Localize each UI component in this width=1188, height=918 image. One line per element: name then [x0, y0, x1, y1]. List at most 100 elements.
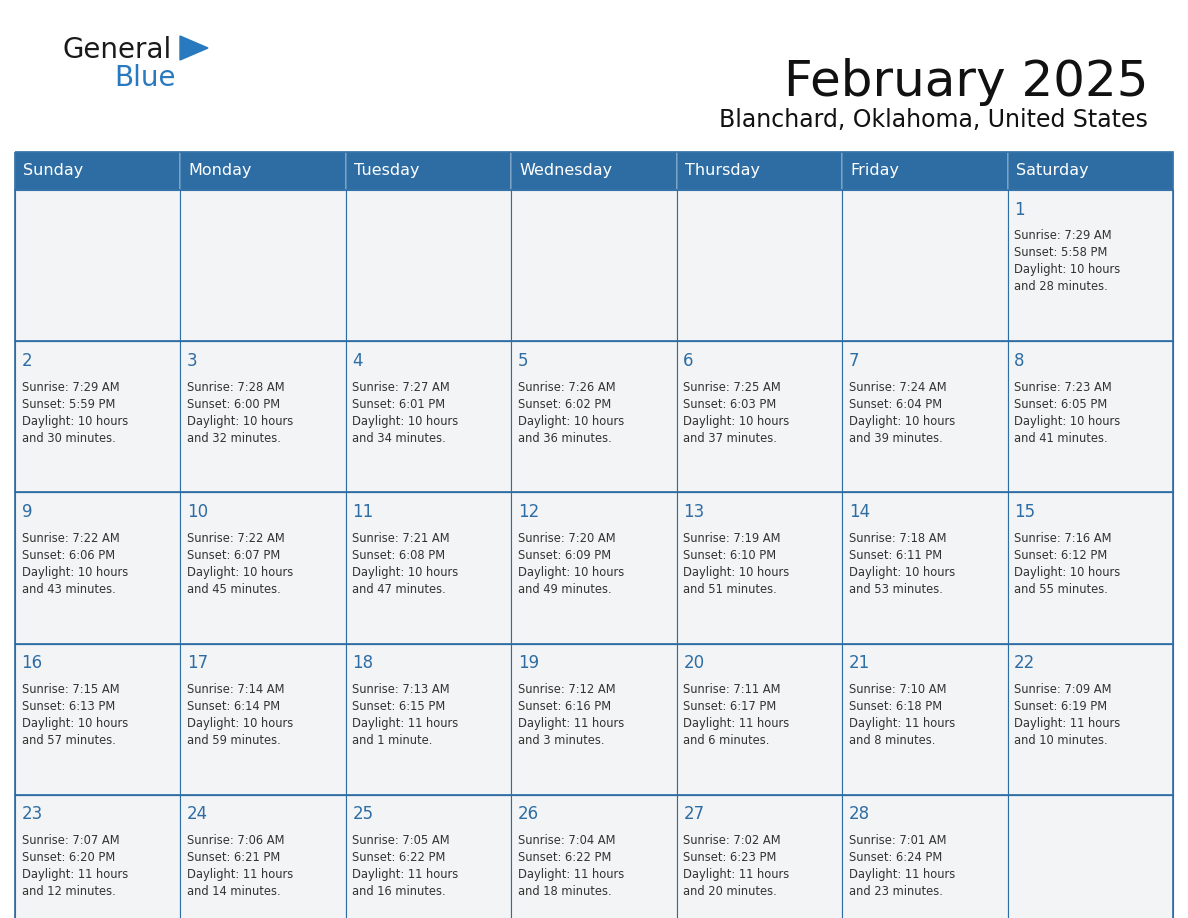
Text: Sunrise: 7:13 AM
Sunset: 6:15 PM
Daylight: 11 hours
and 1 minute.: Sunrise: 7:13 AM Sunset: 6:15 PM Dayligh…	[353, 683, 459, 747]
FancyBboxPatch shape	[1007, 341, 1173, 492]
FancyBboxPatch shape	[1007, 644, 1173, 795]
Text: Sunrise: 7:22 AM
Sunset: 6:07 PM
Daylight: 10 hours
and 45 minutes.: Sunrise: 7:22 AM Sunset: 6:07 PM Dayligh…	[187, 532, 293, 596]
FancyBboxPatch shape	[677, 492, 842, 644]
Text: 20: 20	[683, 655, 704, 672]
FancyBboxPatch shape	[677, 190, 842, 341]
Text: Sunrise: 7:15 AM
Sunset: 6:13 PM
Daylight: 10 hours
and 57 minutes.: Sunrise: 7:15 AM Sunset: 6:13 PM Dayligh…	[21, 683, 128, 747]
Text: Sunrise: 7:25 AM
Sunset: 6:03 PM
Daylight: 10 hours
and 37 minutes.: Sunrise: 7:25 AM Sunset: 6:03 PM Dayligh…	[683, 381, 790, 444]
FancyBboxPatch shape	[842, 492, 1007, 644]
Text: Sunrise: 7:06 AM
Sunset: 6:21 PM
Daylight: 11 hours
and 14 minutes.: Sunrise: 7:06 AM Sunset: 6:21 PM Dayligh…	[187, 834, 293, 898]
FancyBboxPatch shape	[15, 492, 181, 644]
Text: 5: 5	[518, 352, 529, 370]
Text: Sunrise: 7:20 AM
Sunset: 6:09 PM
Daylight: 10 hours
and 49 minutes.: Sunrise: 7:20 AM Sunset: 6:09 PM Dayligh…	[518, 532, 624, 596]
Polygon shape	[181, 36, 208, 60]
FancyBboxPatch shape	[346, 492, 511, 644]
Text: Sunrise: 7:02 AM
Sunset: 6:23 PM
Daylight: 11 hours
and 20 minutes.: Sunrise: 7:02 AM Sunset: 6:23 PM Dayligh…	[683, 834, 790, 898]
Text: Sunrise: 7:01 AM
Sunset: 6:24 PM
Daylight: 11 hours
and 23 minutes.: Sunrise: 7:01 AM Sunset: 6:24 PM Dayligh…	[848, 834, 955, 898]
FancyBboxPatch shape	[511, 492, 677, 644]
FancyBboxPatch shape	[346, 190, 511, 341]
Text: Sunrise: 7:11 AM
Sunset: 6:17 PM
Daylight: 11 hours
and 6 minutes.: Sunrise: 7:11 AM Sunset: 6:17 PM Dayligh…	[683, 683, 790, 747]
Text: Sunrise: 7:18 AM
Sunset: 6:11 PM
Daylight: 10 hours
and 53 minutes.: Sunrise: 7:18 AM Sunset: 6:11 PM Dayligh…	[848, 532, 955, 596]
Text: Sunrise: 7:05 AM
Sunset: 6:22 PM
Daylight: 11 hours
and 16 minutes.: Sunrise: 7:05 AM Sunset: 6:22 PM Dayligh…	[353, 834, 459, 898]
Text: 15: 15	[1015, 503, 1035, 521]
Text: 25: 25	[353, 805, 373, 823]
Text: Sunrise: 7:16 AM
Sunset: 6:12 PM
Daylight: 10 hours
and 55 minutes.: Sunrise: 7:16 AM Sunset: 6:12 PM Dayligh…	[1015, 532, 1120, 596]
FancyBboxPatch shape	[842, 644, 1007, 795]
Text: February 2025: February 2025	[784, 58, 1148, 106]
FancyBboxPatch shape	[181, 795, 346, 918]
Text: 14: 14	[848, 503, 870, 521]
Text: 23: 23	[21, 805, 43, 823]
Text: Thursday: Thursday	[685, 163, 760, 178]
Text: Tuesday: Tuesday	[354, 163, 419, 178]
FancyBboxPatch shape	[511, 152, 677, 190]
FancyBboxPatch shape	[181, 644, 346, 795]
FancyBboxPatch shape	[677, 341, 842, 492]
FancyBboxPatch shape	[346, 152, 511, 190]
Text: Sunrise: 7:24 AM
Sunset: 6:04 PM
Daylight: 10 hours
and 39 minutes.: Sunrise: 7:24 AM Sunset: 6:04 PM Dayligh…	[848, 381, 955, 444]
FancyBboxPatch shape	[842, 152, 1007, 190]
Text: Blue: Blue	[114, 64, 176, 92]
FancyBboxPatch shape	[15, 152, 181, 190]
Text: 1: 1	[1015, 201, 1025, 218]
FancyBboxPatch shape	[842, 341, 1007, 492]
FancyBboxPatch shape	[346, 644, 511, 795]
FancyBboxPatch shape	[181, 492, 346, 644]
Text: 21: 21	[848, 655, 870, 672]
Text: Sunrise: 7:29 AM
Sunset: 5:59 PM
Daylight: 10 hours
and 30 minutes.: Sunrise: 7:29 AM Sunset: 5:59 PM Dayligh…	[21, 381, 128, 444]
FancyBboxPatch shape	[1007, 492, 1173, 644]
Text: Sunrise: 7:04 AM
Sunset: 6:22 PM
Daylight: 11 hours
and 18 minutes.: Sunrise: 7:04 AM Sunset: 6:22 PM Dayligh…	[518, 834, 624, 898]
FancyBboxPatch shape	[842, 190, 1007, 341]
FancyBboxPatch shape	[511, 190, 677, 341]
Text: Wednesday: Wednesday	[519, 163, 613, 178]
FancyBboxPatch shape	[511, 341, 677, 492]
Text: 26: 26	[518, 805, 539, 823]
Text: Sunrise: 7:23 AM
Sunset: 6:05 PM
Daylight: 10 hours
and 41 minutes.: Sunrise: 7:23 AM Sunset: 6:05 PM Dayligh…	[1015, 381, 1120, 444]
Text: Sunrise: 7:12 AM
Sunset: 6:16 PM
Daylight: 11 hours
and 3 minutes.: Sunrise: 7:12 AM Sunset: 6:16 PM Dayligh…	[518, 683, 624, 747]
FancyBboxPatch shape	[181, 152, 346, 190]
FancyBboxPatch shape	[1007, 152, 1173, 190]
Text: 24: 24	[187, 805, 208, 823]
Text: 28: 28	[848, 805, 870, 823]
Text: 19: 19	[518, 655, 539, 672]
FancyBboxPatch shape	[677, 795, 842, 918]
FancyBboxPatch shape	[181, 190, 346, 341]
Text: 18: 18	[353, 655, 373, 672]
Text: Saturday: Saturday	[1016, 163, 1088, 178]
FancyBboxPatch shape	[346, 795, 511, 918]
Text: 16: 16	[21, 655, 43, 672]
Text: 10: 10	[187, 503, 208, 521]
FancyBboxPatch shape	[15, 341, 181, 492]
Text: 6: 6	[683, 352, 694, 370]
Text: 4: 4	[353, 352, 364, 370]
Text: 13: 13	[683, 503, 704, 521]
FancyBboxPatch shape	[842, 795, 1007, 918]
FancyBboxPatch shape	[15, 190, 181, 341]
FancyBboxPatch shape	[511, 644, 677, 795]
FancyBboxPatch shape	[677, 152, 842, 190]
Text: Monday: Monday	[189, 163, 252, 178]
Text: Friday: Friday	[851, 163, 899, 178]
Text: Sunrise: 7:07 AM
Sunset: 6:20 PM
Daylight: 11 hours
and 12 minutes.: Sunrise: 7:07 AM Sunset: 6:20 PM Dayligh…	[21, 834, 128, 898]
Text: General: General	[62, 36, 171, 64]
Text: Sunrise: 7:19 AM
Sunset: 6:10 PM
Daylight: 10 hours
and 51 minutes.: Sunrise: 7:19 AM Sunset: 6:10 PM Dayligh…	[683, 532, 790, 596]
FancyBboxPatch shape	[15, 795, 181, 918]
Text: 8: 8	[1015, 352, 1025, 370]
Text: Sunrise: 7:28 AM
Sunset: 6:00 PM
Daylight: 10 hours
and 32 minutes.: Sunrise: 7:28 AM Sunset: 6:00 PM Dayligh…	[187, 381, 293, 444]
Text: Sunrise: 7:29 AM
Sunset: 5:58 PM
Daylight: 10 hours
and 28 minutes.: Sunrise: 7:29 AM Sunset: 5:58 PM Dayligh…	[1015, 230, 1120, 294]
FancyBboxPatch shape	[677, 644, 842, 795]
Text: 7: 7	[848, 352, 859, 370]
FancyBboxPatch shape	[346, 341, 511, 492]
Text: Sunrise: 7:27 AM
Sunset: 6:01 PM
Daylight: 10 hours
and 34 minutes.: Sunrise: 7:27 AM Sunset: 6:01 PM Dayligh…	[353, 381, 459, 444]
Text: Blanchard, Oklahoma, United States: Blanchard, Oklahoma, United States	[719, 108, 1148, 132]
Text: Sunrise: 7:26 AM
Sunset: 6:02 PM
Daylight: 10 hours
and 36 minutes.: Sunrise: 7:26 AM Sunset: 6:02 PM Dayligh…	[518, 381, 624, 444]
FancyBboxPatch shape	[511, 795, 677, 918]
Text: 12: 12	[518, 503, 539, 521]
FancyBboxPatch shape	[1007, 795, 1173, 918]
Text: 22: 22	[1015, 655, 1036, 672]
Text: Sunday: Sunday	[24, 163, 83, 178]
Text: 11: 11	[353, 503, 374, 521]
Text: 2: 2	[21, 352, 32, 370]
FancyBboxPatch shape	[181, 341, 346, 492]
Text: Sunrise: 7:22 AM
Sunset: 6:06 PM
Daylight: 10 hours
and 43 minutes.: Sunrise: 7:22 AM Sunset: 6:06 PM Dayligh…	[21, 532, 128, 596]
